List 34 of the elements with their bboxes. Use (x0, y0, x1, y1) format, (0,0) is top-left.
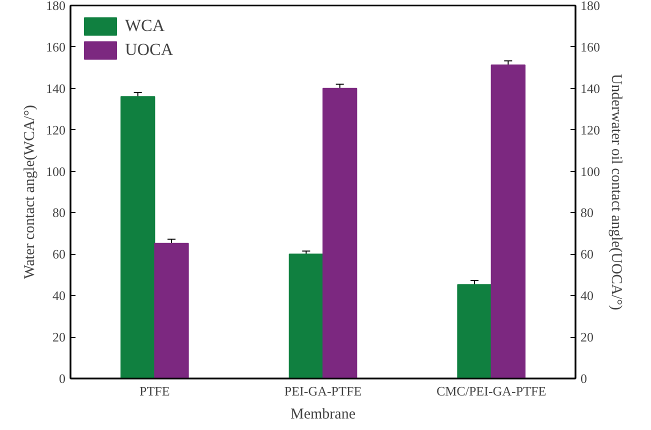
x-tick-label: PTFE (139, 384, 170, 398)
bar (288, 254, 324, 378)
bar (120, 96, 156, 378)
x-axis-title: Membrane (290, 406, 356, 422)
y-tick-label: 40 (52, 288, 66, 304)
y-tick-label: 80 (52, 205, 66, 220)
y-axis-title: Water contact angle(WCA/°) (22, 105, 38, 279)
y2-axis-title: Underwater oil contact angle(UOCA/°) (608, 74, 624, 310)
y2-tick-label: 180 (580, 0, 600, 13)
y2-tick-label: 120 (580, 122, 600, 138)
bar (457, 284, 492, 378)
y2-tick-label: 20 (580, 330, 594, 345)
y-tick-label: 120 (46, 122, 66, 138)
y2-tick-label: 40 (580, 288, 594, 304)
x-tick-label: CMC/PEI-GA-PTFE (436, 384, 546, 398)
y2-tick-label: 100 (580, 164, 600, 179)
y-tick-label: 20 (52, 330, 66, 345)
y-tick-label: 180 (46, 0, 66, 13)
legend-label: WCA (125, 16, 165, 36)
y-tick-label: 140 (46, 80, 66, 96)
y-tick-label: 100 (46, 164, 66, 179)
y2-tick-label: 0 (580, 371, 587, 386)
y2-tick-label: 160 (580, 39, 600, 54)
y-tick-label: 160 (46, 39, 66, 54)
bar (154, 242, 189, 378)
y2-tick-label: 60 (580, 246, 594, 262)
bar (490, 64, 526, 378)
y-tick-label: 60 (52, 246, 66, 262)
y-tick-label: 0 (59, 371, 66, 386)
x-tick-label: PEI-GA-PTFE (284, 384, 362, 398)
y2-tick-label: 140 (580, 80, 600, 96)
y2-tick-label: 80 (580, 205, 594, 220)
legend-label: UOCA (125, 40, 174, 60)
bar (322, 88, 358, 378)
